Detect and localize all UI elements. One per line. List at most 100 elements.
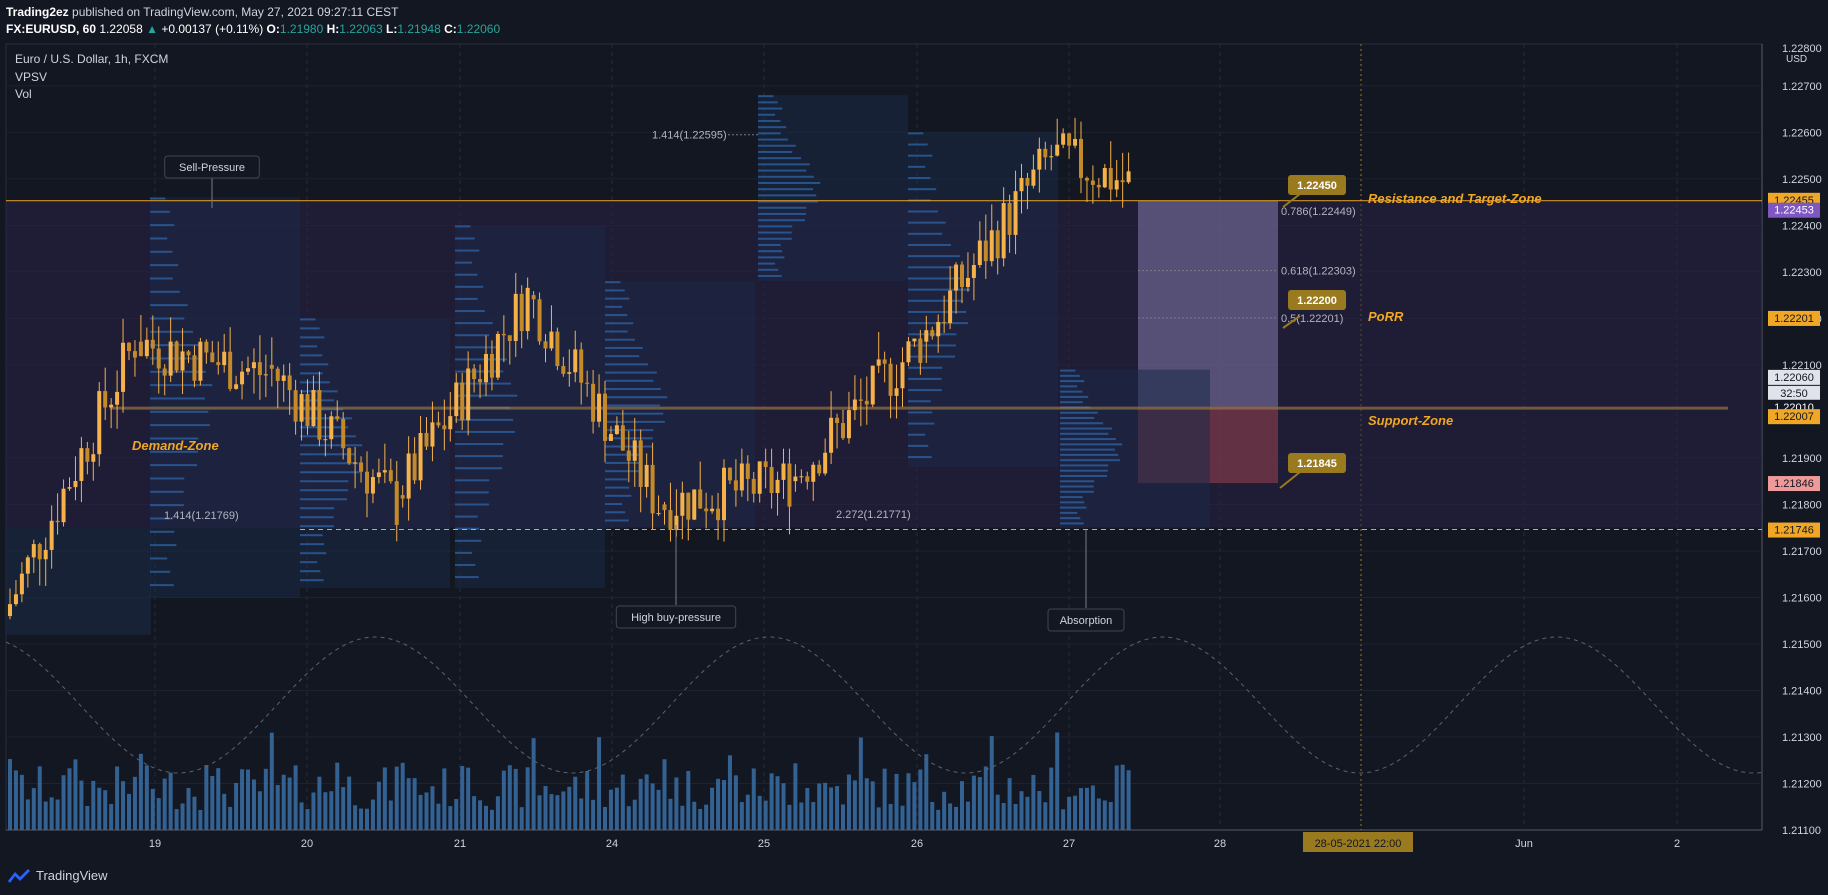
author-name[interactable]: Trading2ez <box>6 5 69 19</box>
volume-profile-bar <box>605 503 623 506</box>
volume-bar <box>710 787 715 830</box>
legend-indicator-vol[interactable]: Vol <box>15 87 32 101</box>
volume-bar <box>727 755 732 830</box>
volume-bar <box>115 766 120 830</box>
volume-bar <box>186 788 191 830</box>
volume-profile-bar <box>300 525 334 528</box>
y-tick-label: 1.21600 <box>1782 592 1822 604</box>
volume-bar <box>376 781 381 830</box>
volume-bar <box>162 778 167 830</box>
volume-bar <box>555 795 560 830</box>
candle-body <box>287 375 292 391</box>
volume-profile-bar <box>150 237 168 240</box>
volume-bar <box>918 769 923 830</box>
candle-body <box>906 341 911 363</box>
candle-body <box>168 341 173 376</box>
candle-body <box>79 448 84 481</box>
tradingview-logo[interactable]: TradingView <box>8 868 108 883</box>
candle-body <box>103 391 108 408</box>
candle-body <box>870 365 875 405</box>
candle-body <box>73 480 78 488</box>
volume-profile-bar <box>758 132 781 135</box>
candle-body <box>1037 148 1042 170</box>
volume-profile-bar <box>1060 517 1081 520</box>
volume-bar <box>680 805 685 830</box>
badge-dashed-level: 1.21746 <box>1774 525 1814 537</box>
candle-body <box>561 366 566 374</box>
y-unit-label: USD <box>1786 54 1807 65</box>
candle-body <box>1096 184 1101 188</box>
x-tick-25: 25 <box>758 838 770 850</box>
volume-bar <box>1037 791 1042 830</box>
volume-bar <box>25 799 30 830</box>
volume-bar <box>1025 796 1030 830</box>
candle-body <box>787 463 792 507</box>
volume-profile-bar <box>758 126 787 129</box>
volume-bar <box>311 792 316 830</box>
volume-bar <box>603 806 607 830</box>
candle-body <box>484 353 488 383</box>
volume-bar <box>799 802 804 830</box>
volume-bar <box>597 737 602 830</box>
candle-body <box>335 416 340 420</box>
y-tick-label-bottom: 1.21100 <box>1782 825 1821 837</box>
x-tick-20: 20 <box>301 838 313 850</box>
volume-profile-bar <box>908 132 924 135</box>
volume-profile-bar <box>605 486 630 489</box>
candle-body <box>501 333 506 336</box>
candle-body <box>698 489 703 509</box>
volume-profile-bar <box>605 338 635 341</box>
volume-bar <box>739 802 744 830</box>
candle-body <box>971 265 976 278</box>
volume-bar <box>400 762 405 830</box>
volume-profile-bar <box>300 417 352 420</box>
candle-body <box>1007 203 1012 235</box>
candle-body <box>876 359 881 366</box>
volume-bar <box>906 773 911 830</box>
y-tick-label: 1.22100 <box>1782 360 1822 372</box>
candle-body <box>49 520 54 550</box>
legend-indicator-vpsv[interactable]: VPSV <box>15 70 48 84</box>
x-tick-28: 28 <box>1214 838 1226 850</box>
candle-body <box>347 448 352 464</box>
volume-bar <box>983 766 988 830</box>
fib-level-0786: 0.786(1.22449) <box>1281 206 1356 218</box>
candle-body <box>240 371 245 385</box>
y-tick-label: 1.21300 <box>1782 732 1822 744</box>
volume-profile-bar <box>150 197 166 200</box>
badge-porr-bg <box>1768 310 1820 326</box>
volume-profile-bar <box>908 433 926 436</box>
volume-profile-bar <box>758 243 781 246</box>
volume-bar <box>841 804 845 830</box>
target-price-label-box <box>1288 175 1346 195</box>
volume-profile-bar <box>605 371 657 374</box>
volume-bar <box>573 776 578 830</box>
candle-body <box>977 240 982 266</box>
candle-body <box>109 404 114 408</box>
volume-profile-bar <box>150 210 170 213</box>
candle-body <box>251 362 256 369</box>
volume-bar <box>61 775 66 830</box>
volume-bar <box>1007 778 1012 830</box>
volume-bar <box>43 801 48 830</box>
candle-body <box>608 434 613 441</box>
candle-body <box>817 464 822 474</box>
candle-body <box>912 338 917 342</box>
badge-last-price: 1.22060 <box>1774 372 1814 384</box>
volume-profile-bar <box>1060 395 1089 398</box>
high-buy-pressure-label-box <box>615 605 737 629</box>
volume-profile-bar <box>150 264 179 267</box>
volume-profile-bar <box>605 511 626 514</box>
candle-body <box>144 339 149 357</box>
volume-profile-bar <box>455 576 479 579</box>
volume-bar <box>37 766 42 830</box>
candle-body <box>1067 133 1072 146</box>
volume-bar <box>347 776 352 830</box>
x-tick-27: 27 <box>1063 838 1075 850</box>
volume-profile-bar <box>1060 417 1095 420</box>
volume-profile-bar <box>758 138 788 141</box>
volume-profile-bar <box>605 453 640 456</box>
volume-bar <box>977 777 982 830</box>
volume-profile-bar <box>1060 469 1108 472</box>
